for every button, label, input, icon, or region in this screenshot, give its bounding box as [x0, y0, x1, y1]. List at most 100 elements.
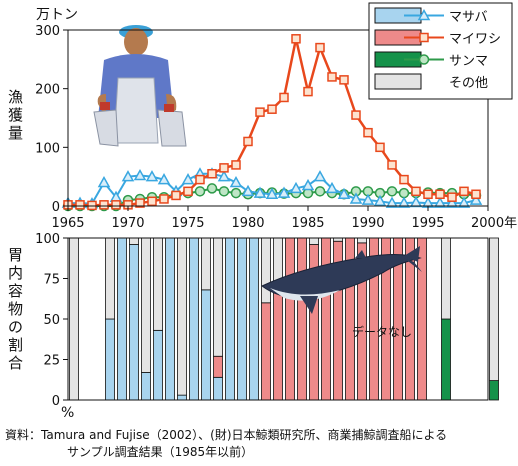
stomach-y-label-char-6: 割 — [8, 336, 23, 354]
bar-segment-other — [141, 237, 151, 373]
bar-1977 — [213, 237, 223, 401]
data-point-sardine — [387, 160, 397, 170]
data-point-mackerel — [325, 181, 339, 194]
data-point-mackerel — [433, 196, 447, 208]
data-point-mackerel — [277, 186, 291, 198]
bar-segment-mackerel — [237, 237, 247, 401]
stomach-bars — [69, 237, 499, 401]
legend-marker-saury — [418, 54, 430, 65]
data-point-mackerel — [289, 181, 303, 194]
bar-segment-saury — [441, 318, 451, 401]
data-point-saury — [398, 187, 410, 199]
data-point-mackerel — [457, 196, 471, 208]
bar-segment-other — [153, 237, 163, 331]
data-point-sardine — [375, 142, 385, 153]
catch-series — [61, 34, 483, 212]
data-point-sardine — [459, 186, 469, 197]
data-point-mackerel — [97, 175, 111, 188]
data-point-sardine — [255, 107, 265, 117]
stomach-y-tick-label: 25 — [43, 354, 60, 369]
data-point-sardine — [435, 189, 445, 200]
bar-segment-mackerel — [249, 237, 259, 401]
bar-segment-mackerel — [177, 394, 187, 401]
catch-plot-frame — [67, 29, 489, 207]
data-point-mackerel — [121, 170, 135, 182]
stomach-chart: 胃 内 容 物 の 割 合 データなし 0 25 50 75 100 % — [8, 232, 499, 421]
catch-y-unit: 万トン — [36, 7, 78, 23]
legend-marker-sardine — [419, 32, 429, 43]
whale-illustration — [261, 246, 422, 314]
stomach-y-label-char-3: 容 — [8, 282, 23, 300]
stomach-y-label-char-4: 物 — [8, 300, 23, 318]
bar-1969 — [117, 237, 127, 401]
bar-segment-other — [261, 237, 271, 304]
data-point-mackerel — [181, 173, 195, 185]
catch-y-tick-label: 0 — [52, 200, 60, 215]
bar-1996 — [441, 237, 451, 401]
data-point-mackerel — [133, 168, 147, 181]
catch-y-axis: 0 100 200 300 — [35, 24, 68, 215]
data-point-sardine — [315, 42, 325, 53]
data-point-sardine — [411, 186, 421, 197]
bar-segment-sardine — [273, 292, 283, 401]
bar-segment-mackerel — [141, 372, 151, 401]
data-point-mackerel — [361, 193, 375, 205]
legend-label-other: その他 — [449, 76, 488, 91]
catch-y-tick-label: 100 — [35, 141, 60, 156]
data-point-sardine — [195, 174, 205, 185]
bar-segment-other — [105, 237, 115, 320]
bar-segment-sardine — [285, 237, 295, 401]
bar-segment-other — [441, 237, 451, 320]
bar-segment-other — [177, 237, 187, 396]
bar-segment-mackerel — [117, 237, 127, 401]
data-point-saury — [314, 186, 326, 197]
data-point-sardine — [423, 189, 433, 200]
bar-1981 — [261, 237, 271, 401]
data-point-mackerel — [385, 196, 399, 208]
data-point-mackerel — [157, 173, 171, 185]
data-point-saury — [194, 186, 206, 197]
data-point-sardine — [171, 190, 181, 201]
catch-x-tick-label: 1970 — [111, 216, 144, 231]
data-point-sardine — [183, 186, 193, 197]
data-point-sardine — [363, 127, 373, 138]
data-point-sardine — [75, 200, 85, 210]
data-point-sardine — [351, 110, 361, 120]
data-point-mackerel — [265, 187, 279, 200]
data-point-sardine — [471, 189, 481, 200]
data-point-sardine — [267, 104, 277, 114]
bar-1965 — [69, 237, 79, 401]
bar-segment-sardine — [261, 302, 271, 401]
legend-label-sardine: マイワシ — [449, 32, 501, 47]
catch-x-tick-label: 1995 — [411, 216, 444, 231]
catch-y-label-char-2: 獲 — [8, 106, 23, 124]
bar-segment-sardine — [297, 237, 307, 401]
bar-segment-other — [129, 237, 139, 245]
data-point-mackerel — [229, 175, 243, 188]
bar-segment-mackerel — [129, 244, 139, 401]
bar-1986 — [321, 237, 331, 401]
bar-1978 — [225, 237, 235, 401]
data-point-sardine — [231, 160, 241, 170]
data-point-mackerel — [445, 196, 459, 208]
data-point-mackerel — [217, 170, 231, 182]
bar-2000 — [489, 237, 499, 401]
legend-swatch-other — [374, 73, 422, 90]
fisherman-illustration — [93, 25, 187, 147]
catch-y-label-char-3: 量 — [8, 124, 23, 142]
bar-segment-other — [357, 237, 367, 244]
bar-segment-other — [213, 237, 223, 357]
legend-item-sardine: マイワシ — [374, 29, 501, 47]
catch-x-tick-label: 1985 — [291, 216, 324, 231]
data-point-mackerel — [241, 184, 255, 197]
data-point-sardine — [339, 75, 349, 85]
catch-x-axis: 1965 1970 1975 1980 1985 1990 1995 2000年 — [51, 206, 517, 231]
bar-segment-other — [489, 237, 499, 381]
bar-segment-sardine — [213, 355, 223, 378]
bar-1976 — [201, 237, 211, 401]
bar-1979 — [237, 237, 247, 401]
data-point-mackerel — [313, 170, 327, 182]
catch-x-tick-label: 1965 — [51, 216, 84, 231]
